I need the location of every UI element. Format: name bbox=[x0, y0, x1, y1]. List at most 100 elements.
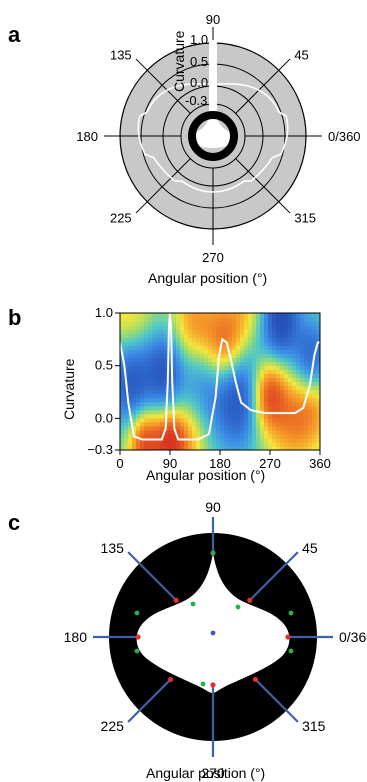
heatmap-cell bbox=[156, 417, 161, 423]
heatmap-cell bbox=[156, 401, 161, 407]
heatmap-cell bbox=[256, 405, 261, 411]
heatmap-cell bbox=[248, 385, 253, 391]
heatmap-cell bbox=[220, 377, 225, 383]
heatmap-cell bbox=[132, 445, 137, 450]
heatmap-cell bbox=[252, 333, 257, 338]
heatmap-cell bbox=[300, 393, 305, 399]
heatmap-cell bbox=[220, 369, 225, 375]
heatmap-cell bbox=[212, 353, 217, 358]
heatmap-cell bbox=[120, 365, 125, 371]
heatmap-cell bbox=[192, 333, 197, 338]
heatmap-cell bbox=[132, 417, 137, 423]
heatmap-cell bbox=[228, 433, 233, 439]
heatmap-cell bbox=[240, 409, 245, 415]
heatmap-cell bbox=[280, 385, 285, 391]
heatmap-cell bbox=[144, 421, 149, 427]
heatmap-cell bbox=[228, 417, 233, 423]
heatmap-cell bbox=[288, 389, 293, 395]
heatmap-cell bbox=[312, 337, 317, 342]
heatmap-cell bbox=[248, 361, 253, 366]
heatmap-cell bbox=[240, 333, 245, 338]
heatmap-cell bbox=[128, 365, 133, 371]
heatmap-cell bbox=[176, 401, 181, 407]
heatmap-cell bbox=[232, 445, 237, 450]
heatmap-cell bbox=[172, 313, 177, 318]
heatmap-cell bbox=[192, 409, 197, 415]
heatmap-cell bbox=[224, 429, 229, 435]
heatmap-cell bbox=[192, 429, 197, 435]
heatmap-cell bbox=[124, 353, 129, 358]
heatmap-cell bbox=[252, 337, 257, 342]
heatmap-cell bbox=[292, 329, 297, 334]
heatmap-cell bbox=[120, 381, 125, 387]
heatmap-cell bbox=[208, 385, 213, 391]
heatmap-cell bbox=[140, 333, 145, 338]
heatmap-cell bbox=[312, 429, 317, 435]
heatmap-cell bbox=[304, 413, 309, 419]
heatmap-cell bbox=[224, 433, 229, 439]
heatmap-cell bbox=[256, 385, 261, 391]
heatmap-cell bbox=[224, 349, 229, 354]
heatmap-cell bbox=[204, 397, 209, 403]
heatmap-cell bbox=[248, 345, 253, 350]
heatmap-cell bbox=[176, 365, 181, 371]
heatmap-cell bbox=[176, 317, 181, 322]
heatmap-cell bbox=[300, 317, 305, 322]
heatmap-cell bbox=[164, 361, 169, 366]
heatmap-cell bbox=[136, 325, 141, 330]
heatmap-cell bbox=[252, 377, 257, 383]
heatmap-cell bbox=[172, 385, 177, 391]
heatmap-cell bbox=[308, 421, 313, 427]
heatmap-cell bbox=[272, 373, 277, 379]
heatmap-cell bbox=[248, 333, 253, 338]
heatmap-cell bbox=[200, 433, 205, 439]
heatmap-cell bbox=[280, 437, 285, 443]
heatmap-cell bbox=[304, 361, 309, 366]
heatmap-cell bbox=[248, 413, 253, 419]
heatmap-cell bbox=[152, 337, 157, 342]
heatmap-cell bbox=[204, 369, 209, 375]
heatmap-cell bbox=[140, 321, 145, 326]
heatmap-cell bbox=[308, 333, 313, 338]
heatmap-cell bbox=[264, 401, 269, 407]
heatmap-cell bbox=[152, 341, 157, 346]
heatmap-cell bbox=[292, 441, 297, 447]
heatmap-cell bbox=[168, 437, 173, 443]
heatmap-cell bbox=[316, 425, 320, 431]
heatmap-cell bbox=[252, 413, 257, 419]
heatmap-cell bbox=[196, 417, 201, 423]
heatmap-cell bbox=[176, 385, 181, 391]
heatmap-cell bbox=[196, 369, 201, 375]
heatmap-cell bbox=[124, 401, 129, 407]
heatmap-cell bbox=[132, 349, 137, 354]
heatmap-cell bbox=[236, 353, 241, 358]
heatmap-cell bbox=[220, 437, 225, 443]
heatmap-cell bbox=[188, 405, 193, 411]
heatmap-cell bbox=[176, 357, 181, 362]
heatmap-cell bbox=[268, 329, 273, 334]
heatmap-cell bbox=[200, 413, 205, 419]
heatmap-cell bbox=[160, 385, 165, 391]
heatmap-cell bbox=[256, 313, 261, 318]
heatmap-cell bbox=[124, 317, 129, 322]
heatmap-cell bbox=[304, 385, 309, 391]
heatmap-cell bbox=[316, 337, 320, 342]
heatmap-cell bbox=[184, 381, 189, 387]
heatmap-cell bbox=[316, 377, 320, 383]
heatmap-cell bbox=[208, 325, 213, 330]
heatmap-cell bbox=[252, 437, 257, 443]
heatmap-cell bbox=[192, 329, 197, 334]
heatmap-cell bbox=[224, 333, 229, 338]
heatmap-cell bbox=[228, 317, 233, 322]
heatmap-cell bbox=[172, 357, 177, 362]
heatmap-cell bbox=[236, 337, 241, 342]
heatmap-cell bbox=[228, 341, 233, 346]
heatmap-cell bbox=[248, 421, 253, 427]
heatmap-cell bbox=[196, 405, 201, 411]
heatmap-cell bbox=[148, 401, 153, 407]
heatmap-cell bbox=[148, 333, 153, 338]
heatmap-cell bbox=[180, 425, 185, 431]
heatmap-cell bbox=[136, 413, 141, 419]
heatmap-cell bbox=[168, 341, 173, 346]
